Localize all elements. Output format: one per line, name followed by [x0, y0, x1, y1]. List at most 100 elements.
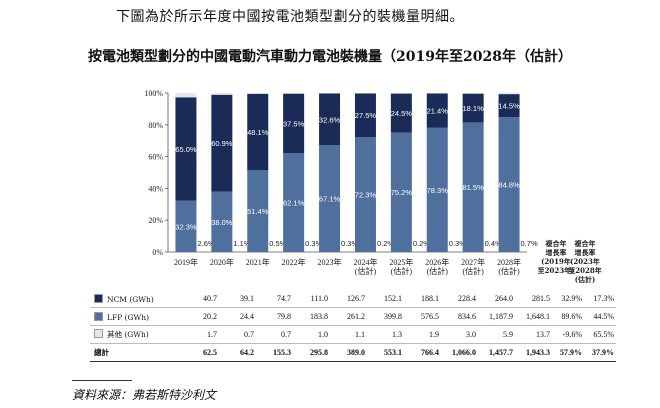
data-label-other: 2.6% — [197, 239, 214, 248]
table-cell: 399.8 — [367, 307, 404, 326]
x-tick-label: 2019年 — [174, 257, 198, 267]
x-tick-label: (估計) — [427, 266, 449, 276]
x-tick-label: (估計) — [391, 266, 413, 276]
table-cell: 0.7 — [256, 325, 293, 344]
bar-other — [247, 93, 269, 94]
table-cell: 20.2 — [182, 307, 219, 326]
table-cell: 834.6 — [441, 307, 478, 326]
x-tick-label: 2020年 — [210, 257, 234, 267]
table-cell: 79.8 — [256, 307, 293, 326]
data-label-ncm: 65.0% — [175, 145, 197, 154]
total-label: 總計 — [90, 343, 182, 362]
table-cell: 39.1 — [219, 290, 256, 308]
data-label-other: 0.7% — [521, 239, 538, 248]
data-label-other: 1.1% — [233, 239, 250, 248]
data-label-other: 0.2% — [377, 239, 394, 248]
x-tick-label: 2025年 — [389, 257, 413, 267]
table-cell: 264.0 — [478, 290, 515, 308]
bar-lfp — [319, 145, 341, 252]
total-cagr-cell: 57.9% — [552, 343, 584, 362]
x-tick-label: (估計) — [462, 266, 484, 276]
bar-other — [390, 93, 412, 94]
data-label-lfp: 38.0% — [211, 218, 233, 227]
bar-lfp — [498, 117, 520, 252]
intro-text: 下圖為於所示年度中國按電池類型劃分的裝機量明細。 — [116, 9, 464, 25]
x-tick-label: 2024年 — [353, 257, 377, 267]
bar-lfp — [390, 132, 412, 252]
data-label-ncm: 60.9% — [211, 139, 233, 148]
total-cell: 389.0 — [330, 343, 367, 362]
legend-label: LFP (GWh) — [107, 312, 149, 322]
data-label-lfp: 84.8% — [498, 181, 520, 190]
x-tick-label: 2027年 — [461, 257, 485, 267]
total-cagr-cell: 37.9% — [584, 343, 616, 362]
data-label-other: 0.3% — [449, 239, 466, 248]
y-tick-label: 100% — [144, 89, 163, 98]
bar-lfp — [462, 122, 484, 252]
data-label-ncm: 24.5% — [391, 109, 413, 118]
table-cell: 228.4 — [441, 290, 478, 308]
bar-ncm — [283, 93, 305, 154]
table-cell: 126.7 — [330, 290, 367, 308]
table-cell: 24.4 — [219, 307, 256, 326]
data-label-lfp: 81.5% — [463, 183, 485, 192]
data-label-ncm: 48.1% — [247, 128, 269, 137]
table-cell: 1,648.1 — [515, 307, 552, 326]
data-label-lfp: 78.3% — [427, 186, 449, 195]
bar-other — [462, 93, 484, 94]
bar-ncm — [319, 93, 341, 146]
total-cell: 62.5 — [182, 343, 219, 362]
table-cell: 3.0 — [441, 325, 478, 344]
bar-other — [354, 93, 376, 94]
legend-label: 其他 (GWh) — [107, 330, 149, 339]
x-tick-label: (估計) — [498, 266, 520, 276]
bar-ncm — [462, 93, 484, 123]
bar-other — [175, 93, 197, 98]
table-cell: 5.9 — [478, 325, 515, 344]
cagr-cell: -9.6% — [552, 325, 584, 344]
x-tick-label: 2022年 — [282, 257, 306, 267]
cagr-header: 複合年 — [545, 239, 567, 248]
y-tick-label: 60% — [148, 153, 163, 162]
bar-ncm — [175, 97, 197, 201]
data-label-other: 0.3% — [305, 239, 322, 248]
bar-ncm — [354, 93, 376, 138]
x-tick-label: 2023年 — [318, 257, 342, 267]
bar-other — [426, 93, 448, 94]
cagr-header: (估計) — [575, 275, 596, 284]
data-label-other: 0.5% — [269, 239, 286, 248]
table-cell: 576.5 — [404, 307, 441, 326]
data-label-lfp: 67.1% — [319, 195, 341, 204]
table-row: LFP (GWh) 20.2 24.4 79.8 183.8 261.2 399.8 576.… — [90, 307, 616, 326]
cagr-header: 至2028年 — [568, 266, 601, 275]
data-label-lfp: 62.1% — [283, 199, 305, 208]
data-table: NCM (GWh) 40.7 39.1 74.7 111.0 126.7 152.1 188.… — [90, 290, 616, 362]
bar-ncm — [426, 93, 448, 128]
table-cell: 0.7 — [219, 325, 256, 344]
total-cell: 1,066.0 — [441, 343, 478, 362]
row-label: NCM (GWh) — [90, 290, 182, 308]
row-label: LFP (GWh) — [90, 307, 182, 326]
cagr-header: (2019年 — [541, 257, 571, 266]
total-cell: 766.4 — [404, 343, 441, 362]
data-label-lfp: 51.4% — [247, 207, 269, 216]
table-row: 其他 (GWh) 1.7 0.7 0.7 1.0 1.1 1.3 1.9 3.0 5.9 13.7-… — [90, 325, 616, 344]
bar-other — [283, 93, 305, 94]
cagr-cell: 17.3% — [584, 290, 616, 308]
y-tick-label: 0% — [152, 248, 163, 257]
data-label-lfp: 32.3% — [175, 222, 197, 231]
y-tick-label: 20% — [148, 216, 163, 225]
stacked-bar-chart: 0% 20% 40% 60% 80% 100% 32.3% 65.0% 2.6% 2019年 38.… — [144, 89, 601, 284]
cagr-header: 至2023年) — [538, 266, 575, 275]
bar-lfp — [426, 127, 448, 252]
cagr-cell: 44.5% — [584, 307, 616, 326]
table-row: NCM (GWh) 40.7 39.1 74.7 111.0 126.7 152.1 188.… — [90, 290, 616, 308]
table-cell: 74.7 — [256, 290, 293, 308]
data-label-ncm: 27.5% — [355, 111, 377, 120]
total-cell: 295.8 — [293, 343, 330, 362]
source-divider — [72, 380, 132, 381]
bar-lfp — [247, 170, 269, 252]
table-cell: 281.5 — [515, 290, 552, 308]
table-cell: 1.1 — [330, 325, 367, 344]
legend-label: NCM (GWh) — [107, 294, 154, 304]
